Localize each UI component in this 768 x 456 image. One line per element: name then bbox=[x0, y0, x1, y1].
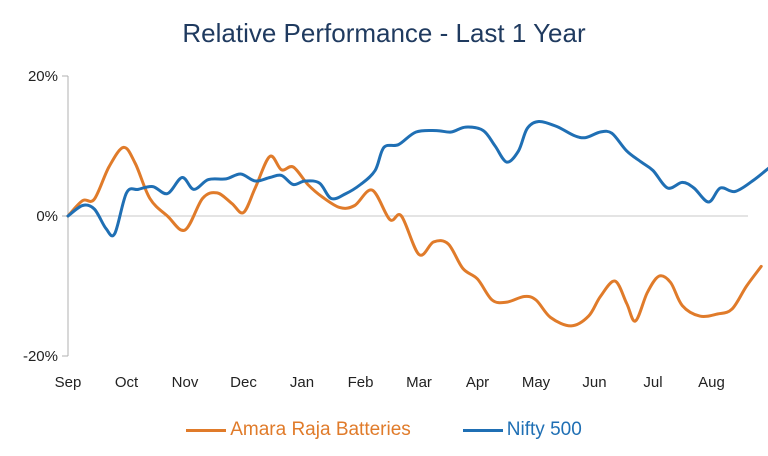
legend-item-amara-raja: Amara Raja Batteries bbox=[186, 419, 411, 441]
x-tick-label: Feb bbox=[348, 374, 374, 391]
x-tick-label: Jul bbox=[643, 374, 662, 391]
legend-label-amara-raja: Amara Raja Batteries bbox=[230, 419, 411, 440]
x-tick-label: Apr bbox=[466, 374, 489, 391]
series-line-amara-raja bbox=[66, 145, 763, 328]
series-layer bbox=[66, 119, 768, 328]
x-tick-label: Sep bbox=[55, 374, 82, 391]
x-tick-label: Jun bbox=[582, 374, 606, 391]
x-tick-label: Dec bbox=[230, 374, 257, 391]
y-tick-label: -20% bbox=[23, 348, 58, 365]
legend-label-nifty-500: Nifty 500 bbox=[506, 419, 582, 440]
x-tick-label: May bbox=[522, 374, 551, 391]
x-tick-label: Nov bbox=[172, 374, 199, 391]
axes: 20% 0% -20% Sep Oct Nov Dec Jan Feb Mar Apr May Jun J… bbox=[23, 68, 748, 391]
legend-swatch-nifty-500 bbox=[462, 428, 503, 432]
x-tick-label: Mar bbox=[406, 374, 432, 391]
legend-swatch-amara-raja bbox=[186, 428, 227, 432]
y-tick-label: 0% bbox=[36, 208, 58, 225]
x-tick-label: Oct bbox=[115, 374, 139, 391]
series-line-nifty-500 bbox=[66, 119, 768, 238]
chart-title: Relative Performance - Last 1 Year bbox=[182, 18, 586, 48]
legend: Amara Raja Batteries Nifty 500 bbox=[0, 419, 768, 441]
legend-item-nifty-500: Nifty 500 bbox=[462, 419, 582, 441]
y-tick-label: 20% bbox=[28, 68, 58, 85]
x-tick-label: Aug bbox=[698, 374, 725, 391]
x-tick-label: Jan bbox=[290, 374, 314, 391]
